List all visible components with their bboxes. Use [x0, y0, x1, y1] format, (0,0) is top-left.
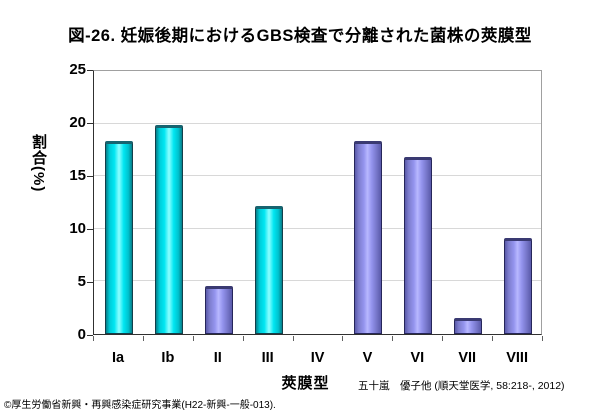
plot-area: [93, 70, 542, 335]
xcat-label-V: V: [362, 350, 373, 366]
ytick-label-0: 0: [77, 326, 86, 343]
bar-VI: [404, 156, 433, 334]
xtick-mark-3: [242, 336, 244, 341]
xcat-label-VI: VI: [410, 350, 425, 366]
xcat-label-VII: VII: [458, 350, 477, 366]
ytick-label-15: 15: [69, 167, 86, 184]
xtick-mark-2: [192, 336, 194, 341]
y-axis-label: 割合(%): [30, 134, 47, 193]
xtick-mark-0: [93, 336, 94, 341]
gridline-20: [94, 122, 541, 124]
xcat-label-II: II: [213, 350, 222, 366]
ytick-label-25: 25: [69, 61, 86, 78]
xcat-label-Ia: Ia: [111, 350, 125, 366]
footer-credit: ©厚生労働省新興・再興感染症研究事業(H22-新興-一般-013).: [4, 400, 276, 411]
xcat-label-IV: IV: [310, 350, 325, 366]
gridline-5: [94, 280, 541, 282]
ytick-mark-10: [87, 229, 93, 230]
gridline-10: [94, 227, 541, 229]
ytick-mark-5: [87, 282, 93, 283]
ytick-mark-0: [87, 335, 93, 336]
xtick-mark-4: [292, 336, 294, 341]
bar-VIII: [504, 237, 533, 334]
xtick-mark-8: [492, 336, 494, 341]
xtick-mark-5: [342, 336, 344, 341]
bar-V: [354, 141, 383, 334]
bar-III: [254, 205, 283, 334]
xcat-label-III: III: [261, 350, 274, 366]
bar-Ib: [154, 125, 183, 334]
bar-Ia: [104, 141, 133, 334]
xcat-label-VIII: VIII: [506, 350, 528, 366]
xcat-label-Ib: Ib: [161, 350, 175, 366]
xtick-mark-1: [142, 336, 144, 341]
ytick-mark-25: [87, 70, 93, 71]
ytick-label-5: 5: [77, 273, 86, 290]
bar-VII: [454, 318, 483, 334]
chart-title: 図-26. 妊娠後期におけるGBS検査で分離された菌株の莢膜型: [68, 27, 532, 45]
citation-text: 五十嵐 優子他 (順天堂医学, 58:218-, 2012): [358, 380, 565, 392]
xtick-mark-6: [392, 336, 394, 341]
ytick-label-10: 10: [69, 220, 86, 237]
ytick-mark-20: [87, 123, 93, 124]
gridline-15: [94, 175, 541, 177]
xtick-mark-9: [542, 336, 543, 341]
ytick-mark-15: [87, 176, 93, 177]
xtick-mark-7: [442, 336, 444, 341]
bar-II: [204, 286, 233, 334]
x-axis-title: 莢膜型: [281, 375, 330, 392]
ytick-label-20: 20: [69, 114, 86, 131]
